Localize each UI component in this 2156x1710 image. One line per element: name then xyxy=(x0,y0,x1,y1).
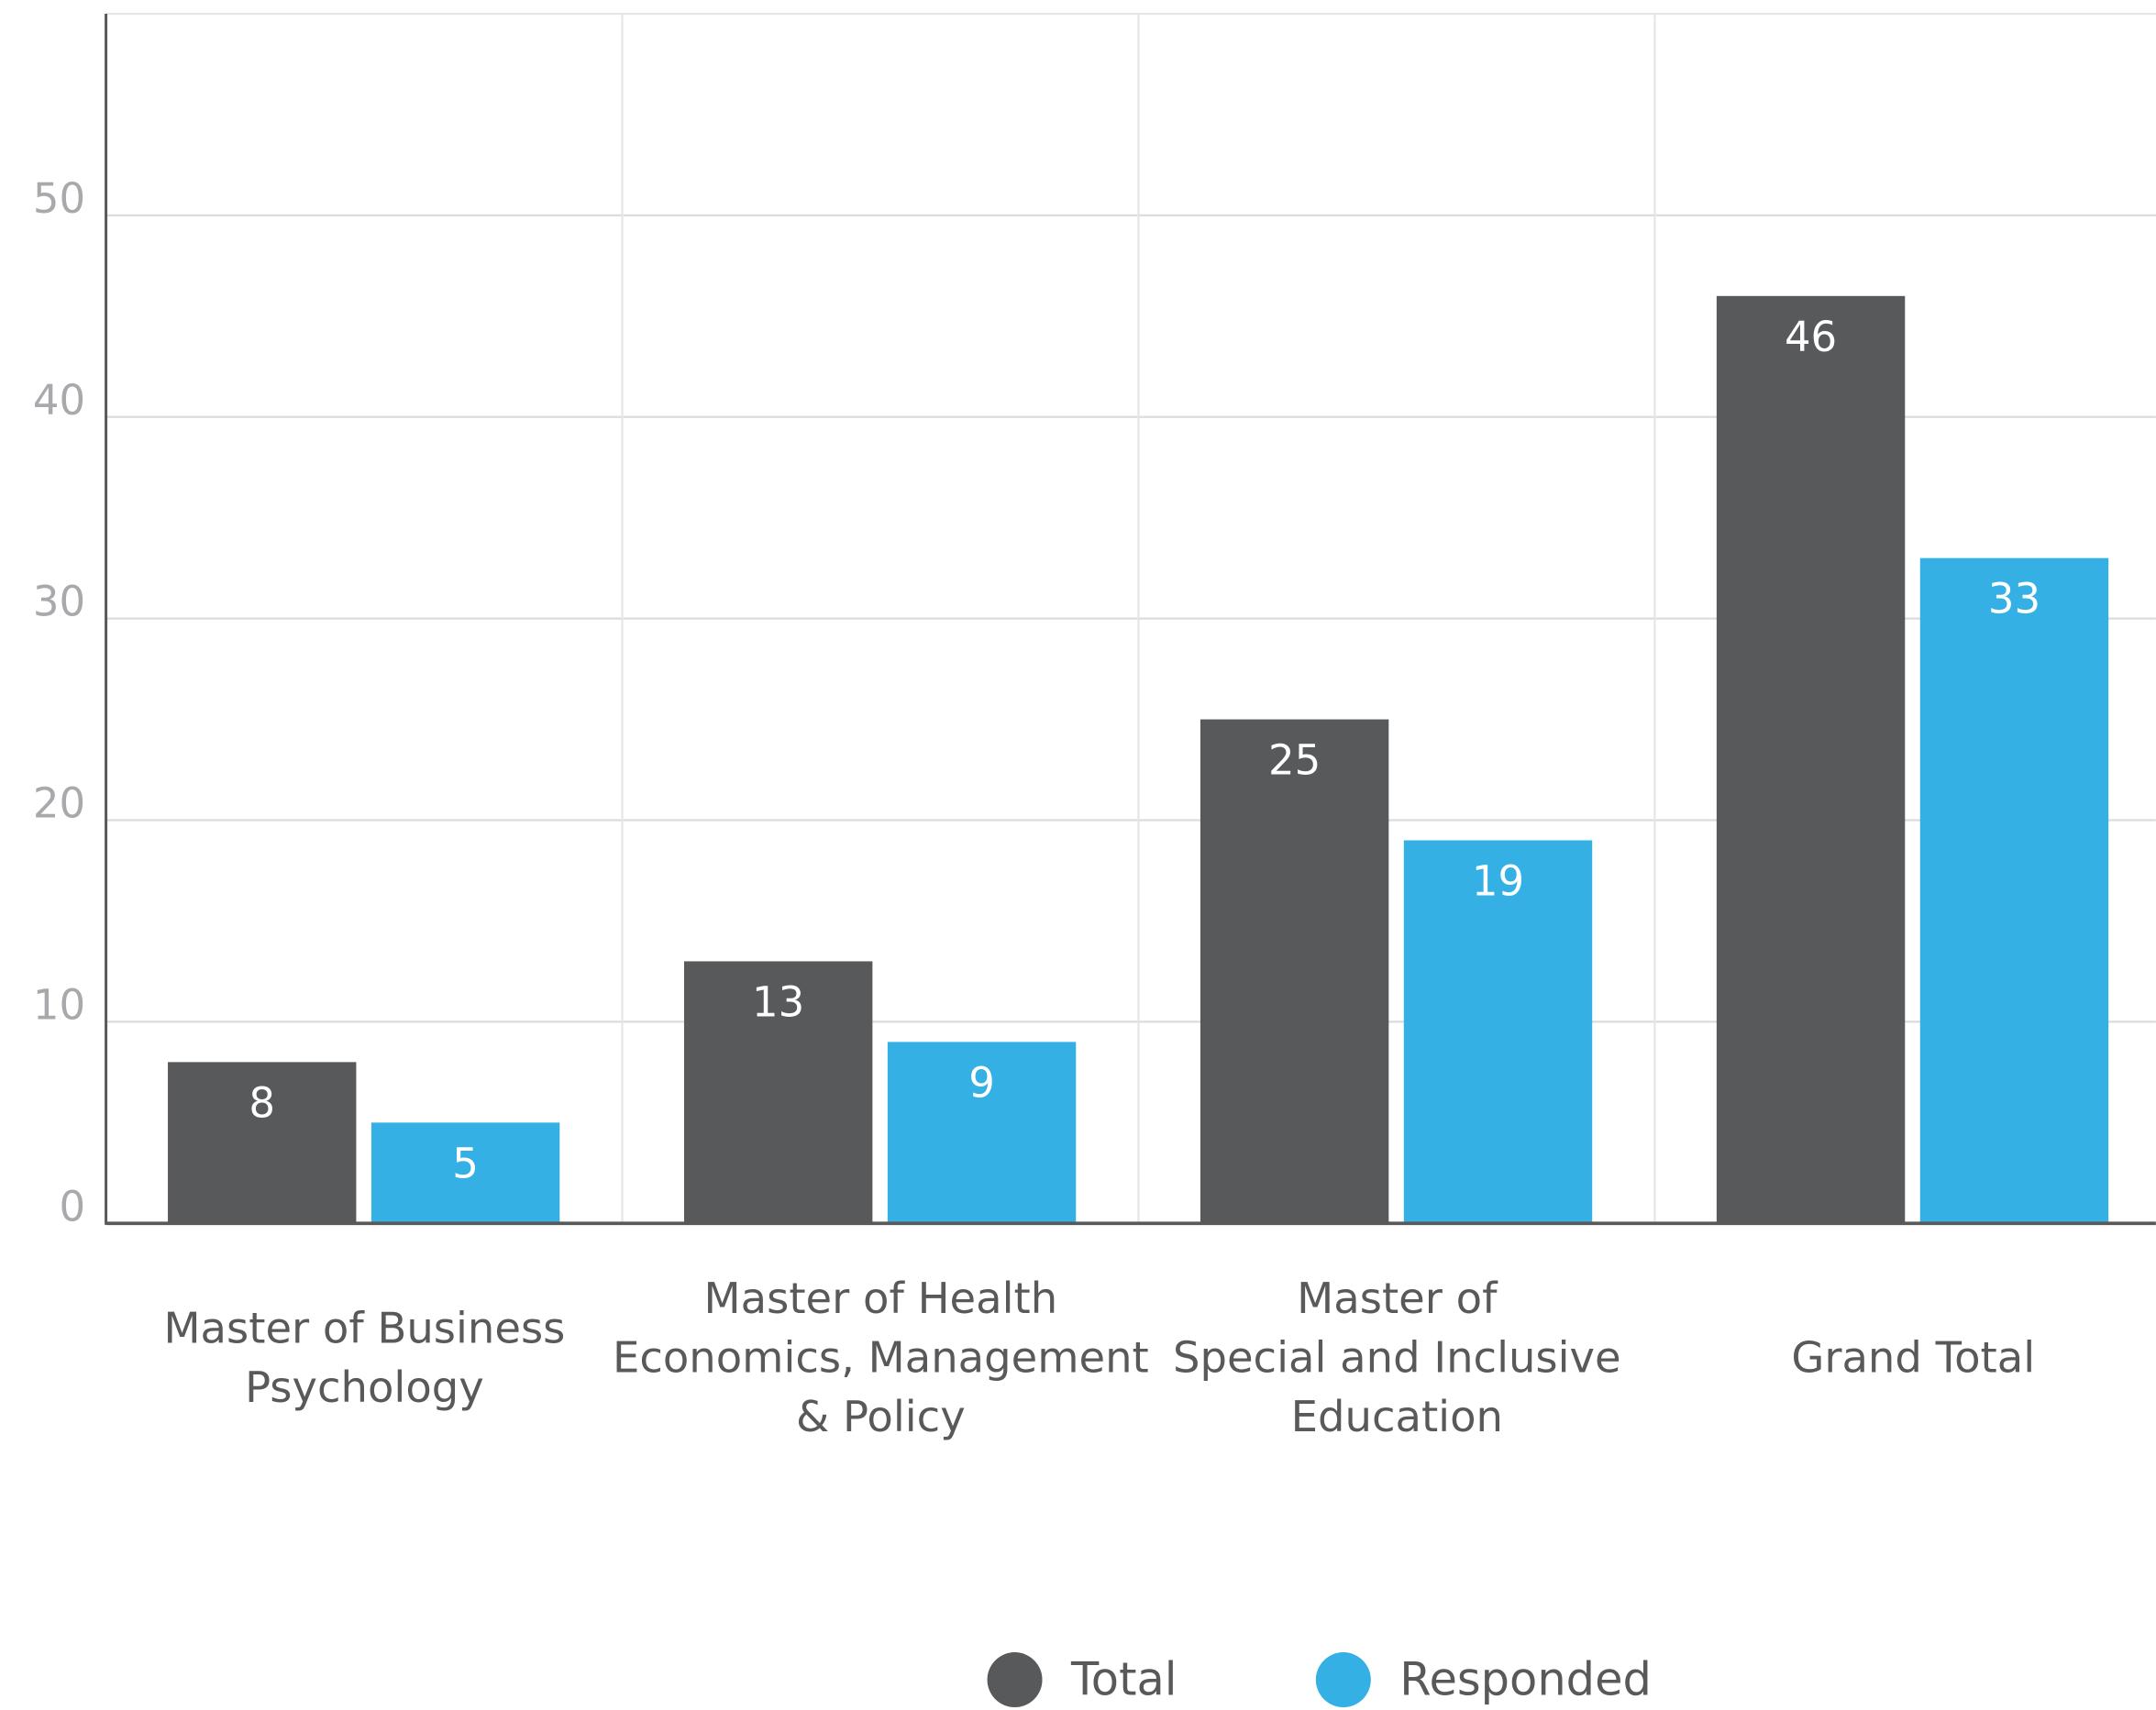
legend-marker xyxy=(1315,1652,1371,1708)
y-tick-label: 30 xyxy=(33,578,85,626)
x-tick-label: Psychology xyxy=(245,1362,484,1412)
value-label: 46 xyxy=(1785,313,1837,361)
x-tick-label: Master of xyxy=(1297,1274,1498,1323)
value-label: 19 xyxy=(1472,856,1524,905)
x-tick-label: Special and Inclusive xyxy=(1173,1333,1621,1383)
y-tick-label: 50 xyxy=(33,174,85,223)
y-tick-label: 40 xyxy=(33,376,85,425)
value-label: 5 xyxy=(452,1139,479,1187)
bar xyxy=(1716,295,1906,1224)
x-tick-label: Master of Business xyxy=(163,1303,565,1352)
bar xyxy=(1200,719,1389,1224)
value-label: 33 xyxy=(1988,575,2040,623)
bar xyxy=(168,1062,357,1224)
x-tick-label: Grand Total xyxy=(1791,1333,2035,1383)
bar xyxy=(887,1042,1077,1224)
value-label: 9 xyxy=(968,1058,995,1107)
legend-marker xyxy=(987,1652,1043,1708)
y-tick-label: 10 xyxy=(33,980,85,1029)
bar xyxy=(683,961,873,1224)
value-label: 8 xyxy=(249,1078,275,1127)
value-label: 25 xyxy=(1268,736,1321,785)
legend-label: Responded xyxy=(1399,1653,1652,1706)
value-label: 13 xyxy=(752,977,804,1026)
x-tick-label: & Policy xyxy=(796,1392,966,1441)
y-tick-label: 20 xyxy=(33,779,85,828)
x-tick-label: Economics, Management xyxy=(613,1333,1149,1383)
bar xyxy=(370,1122,560,1224)
x-tick-label: Education xyxy=(1291,1392,1503,1441)
y-tick-label: 0 xyxy=(59,1182,85,1230)
legend-label: Total xyxy=(1070,1653,1178,1706)
bar xyxy=(1403,840,1593,1224)
bar xyxy=(1919,557,2109,1224)
x-tick-label: Master of Health xyxy=(704,1274,1058,1323)
